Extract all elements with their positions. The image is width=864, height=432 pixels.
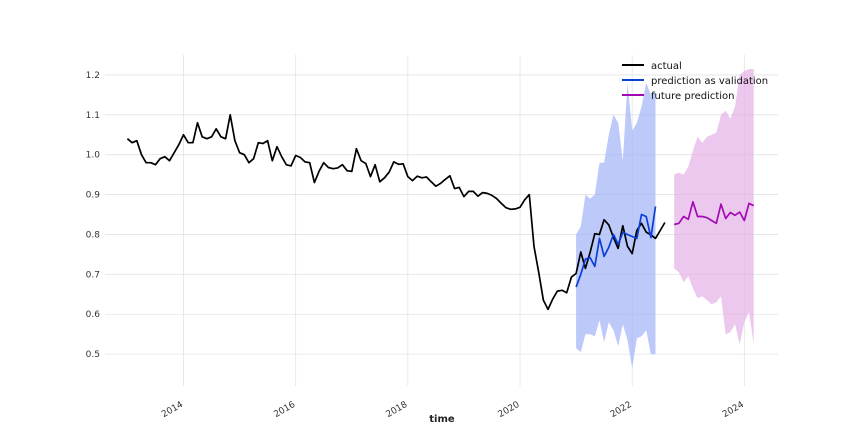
- y-tick-label: 1.0: [86, 151, 101, 161]
- band-prediction-as-validation: [576, 82, 656, 369]
- x-tick-label: 2014: [160, 400, 185, 420]
- y-axis-ticks: 0.5 0.6 0.7 0.8 0.9 1.0 1.1 1.2: [86, 71, 101, 360]
- x-axis-title: time: [429, 414, 455, 425]
- x-tick-label: 2018: [385, 400, 410, 420]
- y-tick-label: 0.9: [86, 191, 101, 201]
- legend-label-future-prediction: future prediction: [651, 91, 735, 102]
- y-tick-label: 1.2: [86, 71, 100, 81]
- y-tick-label: 0.5: [86, 350, 100, 360]
- series-line-actual: [126, 113, 666, 311]
- series-line-future-prediction: [673, 200, 755, 226]
- series-line-prediction-as-validation: [575, 206, 657, 288]
- y-tick-label: 0.7: [86, 270, 100, 280]
- x-tick-label: 2016: [272, 400, 297, 420]
- confidence-bands: [576, 69, 754, 369]
- legend-label-actual: actual: [651, 61, 682, 72]
- x-tick-label: 2024: [721, 400, 746, 420]
- legend-label-prediction-validation: prediction as validation: [651, 76, 768, 87]
- x-tick-label: 2022: [609, 400, 634, 420]
- x-tick-label: 2020: [497, 400, 522, 420]
- band-future-prediction: [674, 69, 754, 345]
- series-lines: [126, 113, 755, 311]
- y-tick-label: 0.8: [86, 230, 101, 240]
- y-tick-label: 1.1: [86, 111, 100, 121]
- y-tick-label: 0.6: [86, 310, 101, 320]
- legend: actual prediction as validation future p…: [622, 61, 768, 102]
